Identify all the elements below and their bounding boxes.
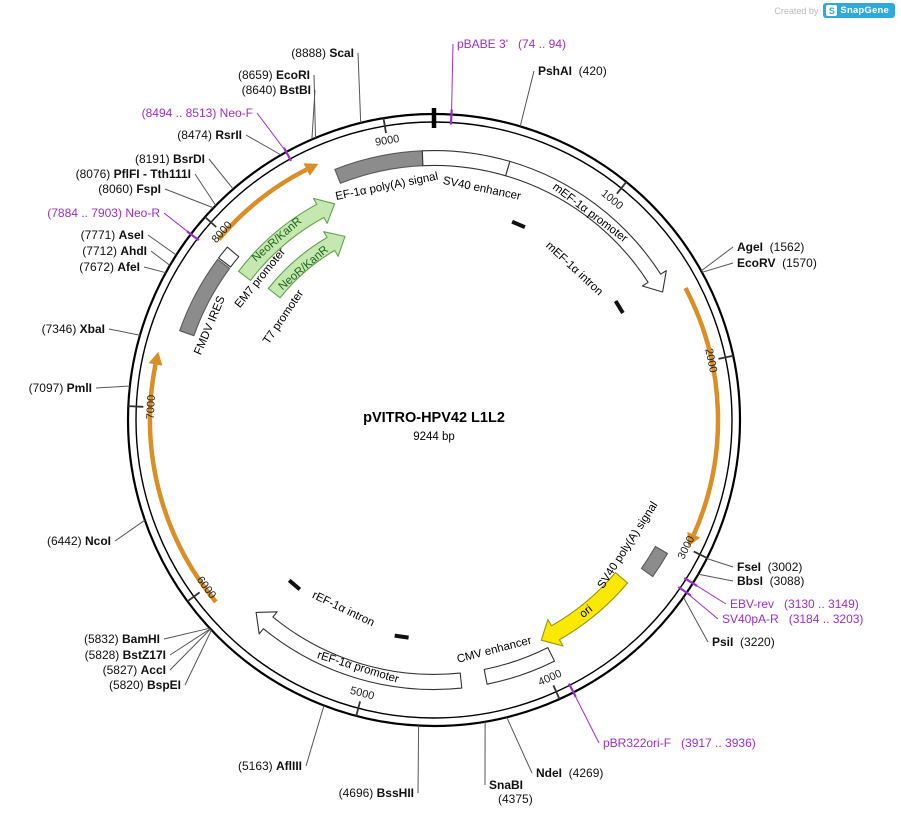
site-label-PflFI-Tth111I: (8076) PflFI - Tth111I [76, 167, 191, 181]
scale-tick [128, 406, 143, 407]
site-leader-line [702, 263, 733, 272]
site-label-PsiI: PsiI (3220) [712, 635, 775, 649]
snapgene-brand-text: SnapGene [840, 5, 889, 16]
intron-boundary-bar [616, 301, 623, 313]
snapgene-logo-icon: S [826, 5, 837, 16]
snapgene-watermark: Created by S SnapGene [774, 3, 895, 18]
site-label-BstZ17I: (5828) BstZ17I [85, 648, 166, 662]
site-leader-line [683, 597, 708, 642]
site-label-SV40pA-R: SV40pA-R (3184 .. 3203) [722, 612, 863, 626]
feature-label: mEF-1α promoter [550, 181, 630, 245]
scale-tick-label: 7000 [145, 395, 158, 420]
site-label-AgeI: AgeI (1562) [737, 240, 804, 254]
site-label-FspI: (8060) FspI [98, 182, 161, 196]
site-label-EBV-rev: EBV-rev (3130 .. 3149) [730, 597, 859, 611]
site-leader-line [109, 329, 140, 335]
site-label-ScaI: (8888) ScaI [291, 46, 354, 60]
site-leader-line [257, 113, 286, 152]
site-leader-line [507, 717, 532, 773]
site-label-PshAI: PshAI (420) [538, 64, 607, 78]
site-label-BstBI: (8640) BstBI [242, 83, 311, 97]
site-label-NdeI: NdeI (4269) [536, 766, 603, 780]
site-label-BamHI: (5832) BamHI [84, 632, 160, 646]
scale-tick [188, 592, 200, 601]
feature-label: mEF-1α intron [543, 240, 605, 298]
feature-cds-arc-left-arrowhead [149, 352, 163, 366]
feature-label: T7 promoter [261, 288, 306, 347]
scale-tick-label: 3000 [676, 534, 698, 561]
site-label-BssHII: (4696) BssHII [339, 786, 414, 800]
site-leader-line [418, 726, 419, 793]
site-label-BspEI: (5820) BspEI [109, 678, 181, 692]
site-label-AflIII: (5163) AflIII [238, 759, 302, 773]
site-leader-line [151, 251, 170, 265]
site-leader-line [144, 267, 166, 273]
site-label-SnaBI: SnaBI(4375) [489, 778, 533, 806]
feature-cds-arc-left [150, 364, 216, 602]
site-label-BbsI: BbsI (3088) [737, 574, 804, 588]
scale-tick-label: 5000 [349, 685, 376, 703]
site-label-AccI: (5827) AccI [103, 663, 166, 677]
site-label-XbaI: (7346) XbaI [42, 322, 105, 336]
site-label-RsrII: (8474) RsrII [177, 128, 242, 142]
site-label-AseI: (7771) AseI [81, 228, 144, 242]
feature-cds-arc-right [686, 288, 719, 535]
site-leader-line [693, 583, 726, 604]
feature-label: SV40 enhancer [442, 175, 522, 203]
site-leader-line [520, 71, 534, 126]
plasmid-title: pVITRO-HPV42 L1L2 [363, 410, 505, 426]
site-leader-line [209, 159, 233, 189]
feature-label: SV40 poly(A) signal [596, 500, 661, 591]
site-label-FseI: FseI (3002) [737, 560, 802, 574]
feature-label: rEF-1α intron [310, 589, 376, 629]
scale-tick [384, 118, 387, 133]
site-label-pBABE-3-: pBABE 3' (74 .. 94) [457, 37, 566, 51]
site-label-pBR322ori-F: pBR322ori-F (3917 .. 3936) [603, 736, 756, 750]
site-leader-line [358, 53, 361, 123]
intron-boundary-bar [512, 222, 525, 228]
site-leader-line [195, 174, 216, 206]
site-leader-line [707, 559, 733, 568]
plasmid-size-label: 9244 bp [413, 431, 455, 443]
scale-tick-label: 1000 [599, 188, 626, 213]
site-leader-line [185, 630, 212, 685]
site-leader-line [96, 386, 130, 388]
created-by-text: Created by [774, 6, 818, 16]
site-leader-line [573, 692, 599, 743]
scale-tick-label: 2000 [702, 347, 719, 373]
site-leader-line [115, 520, 145, 541]
site-label-Neo-F: (8494 .. 8513) Neo-F [142, 106, 253, 120]
site-leader-line [170, 629, 211, 670]
site-label-EcoRV: EcoRV (1570) [737, 256, 817, 270]
site-label-AfeI: (7672) AfeI [79, 260, 140, 274]
snapgene-badge: S SnapGene [823, 3, 895, 18]
site-label-BsrDI: (8191) BsrDI [135, 152, 205, 166]
site-label-EcoRI: (8659) EcoRI [238, 68, 310, 82]
site-label-Neo-R: (7884 .. 7903) Neo-R [47, 206, 160, 220]
site-leader-line [698, 574, 733, 581]
intron-boundary-bar [289, 580, 300, 589]
site-label-AhdI: (7712) AhdI [82, 244, 147, 258]
site-leader-line [452, 44, 454, 115]
site-label-NcoI: (6442) NcoI [47, 534, 111, 548]
site-leader-line [306, 706, 324, 767]
scale-tick-label: 9000 [374, 133, 400, 149]
intron-boundary-bar [395, 636, 409, 638]
feature-SV40-polyA-signal [641, 547, 667, 577]
scale-tick-label: 4000 [536, 668, 563, 689]
site-leader-line [164, 213, 191, 234]
site-label-PmlI: (7097) PmlI [29, 381, 92, 395]
